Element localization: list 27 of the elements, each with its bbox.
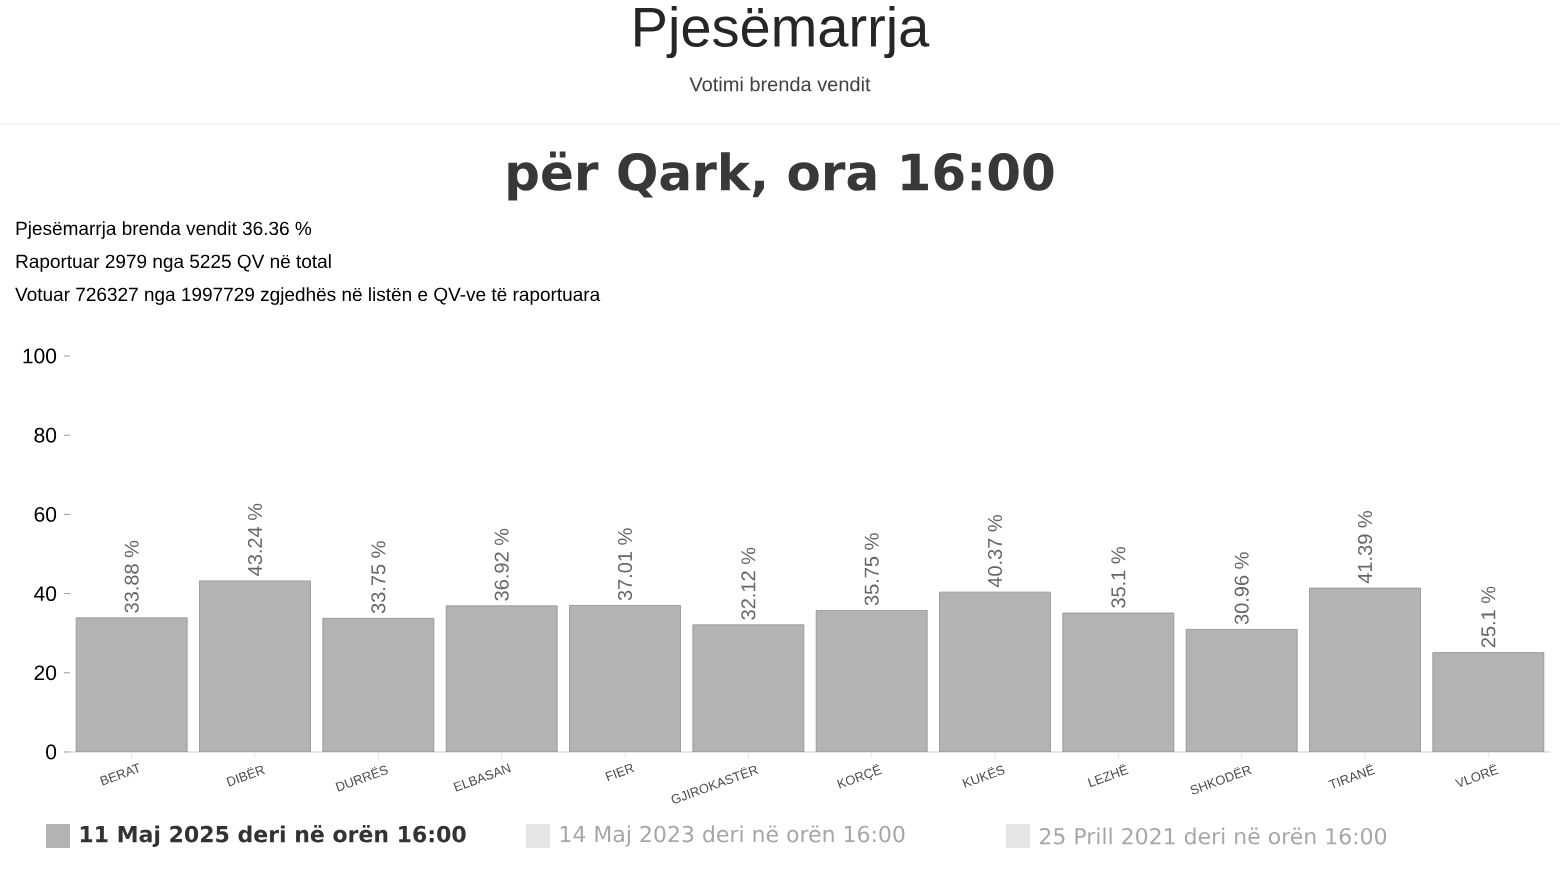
data-label: 43.24 % — [247, 503, 263, 576]
data-label: 25.1 % — [1481, 586, 1496, 648]
y-tick-label: 80 — [34, 427, 57, 443]
text: Votuar 726327 nga 1997729 zgjedhës në listën e QV-ve të raportuara — [15, 287, 601, 305]
chart-subtitle: Votimi brenda vendit — [689, 76, 871, 92]
text: për Qark, ora 16:00 — [508, 151, 1054, 201]
text: Raportuar 2979 nga 5225 QV në total — [16, 254, 331, 272]
data-label: 35.1 % — [1111, 547, 1126, 608]
legend-label: 25 Prill 2021 deri në orën 16:00 — [1040, 827, 1387, 845]
y-tick-label: 40 — [34, 586, 57, 602]
data-label: 33.75 % — [371, 541, 386, 614]
data-label: 37.01 % — [617, 528, 633, 601]
chart-title: Pjesëmarrja — [635, 5, 930, 59]
data-label: 30.96 % — [1234, 552, 1249, 625]
data-label: 40.37 % — [987, 515, 1003, 588]
y-tick-label: 0 — [46, 744, 57, 760]
data-label: 33.88 % — [124, 540, 139, 613]
data-label: 41.39 % — [1357, 511, 1373, 584]
text: Pjesëmarrja brenda vendit 36.36 % — [16, 221, 312, 239]
y-tick-label: 20 — [34, 665, 57, 681]
data-label: 36.92 % — [494, 528, 509, 601]
y-tick-label: 100 — [23, 348, 57, 364]
y-tick-label: 60 — [34, 506, 57, 522]
data-label: 32.12 % — [741, 547, 756, 620]
legend-label: 11 Maj 2025 deri në orën 16:00 — [80, 825, 466, 847]
legend-label: 14 Maj 2023 deri në orën 16:00 — [560, 825, 905, 847]
data-label: 35.75 % — [864, 533, 879, 606]
